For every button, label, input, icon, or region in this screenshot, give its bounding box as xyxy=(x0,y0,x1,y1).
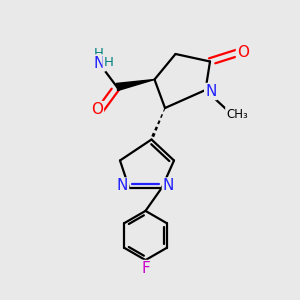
Polygon shape xyxy=(116,80,154,91)
Text: N: N xyxy=(117,178,128,194)
Text: O: O xyxy=(237,45,249,60)
Text: F: F xyxy=(141,261,150,276)
Text: N: N xyxy=(205,84,217,99)
Text: H: H xyxy=(104,56,113,70)
Text: H: H xyxy=(94,47,104,60)
Text: N: N xyxy=(163,178,174,194)
Text: O: O xyxy=(91,102,103,117)
Text: N: N xyxy=(93,56,105,70)
Text: CH₃: CH₃ xyxy=(226,107,248,121)
